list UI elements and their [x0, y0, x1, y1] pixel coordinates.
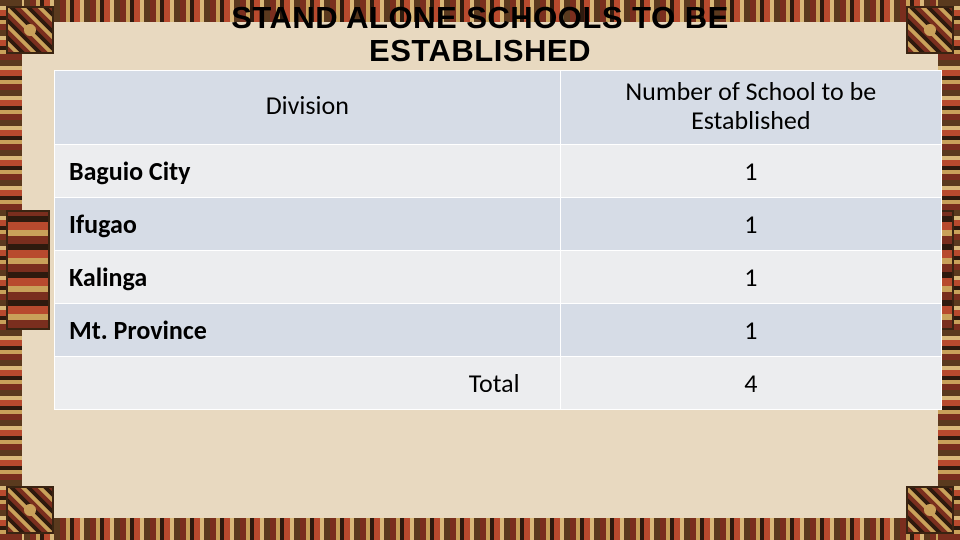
- title-line-1: STAND ALONE SCHOOLS TO BE: [231, 0, 729, 35]
- table-row: Ifugao 1: [55, 198, 942, 251]
- cell-division: Baguio City: [55, 145, 561, 198]
- col-header-count: Number of School to be Established: [560, 71, 941, 145]
- schools-table: Division Number of School to be Establis…: [54, 70, 942, 410]
- cell-division: Mt. Province: [55, 304, 561, 357]
- table-row-total: Total 4: [55, 357, 942, 410]
- title-line-2: ESTABLISHED: [369, 33, 591, 68]
- cell-total-value: 4: [560, 357, 941, 410]
- cell-total-label: Total: [55, 357, 561, 410]
- table-row: Kalinga 1: [55, 251, 942, 304]
- cell-division: Kalinga: [55, 251, 561, 304]
- table-row: Baguio City 1: [55, 145, 942, 198]
- col-header-division: Division: [55, 71, 561, 145]
- cell-value: 1: [560, 198, 941, 251]
- cell-division: Ifugao: [55, 198, 561, 251]
- page-title: STAND ALONE SCHOOLS TO BE ESTABLISHED: [54, 0, 906, 67]
- cell-value: 1: [560, 251, 941, 304]
- schools-table-wrap: Division Number of School to be Establis…: [54, 70, 942, 410]
- cell-value: 1: [560, 304, 941, 357]
- table-row: Mt. Province 1: [55, 304, 942, 357]
- cell-value: 1: [560, 145, 941, 198]
